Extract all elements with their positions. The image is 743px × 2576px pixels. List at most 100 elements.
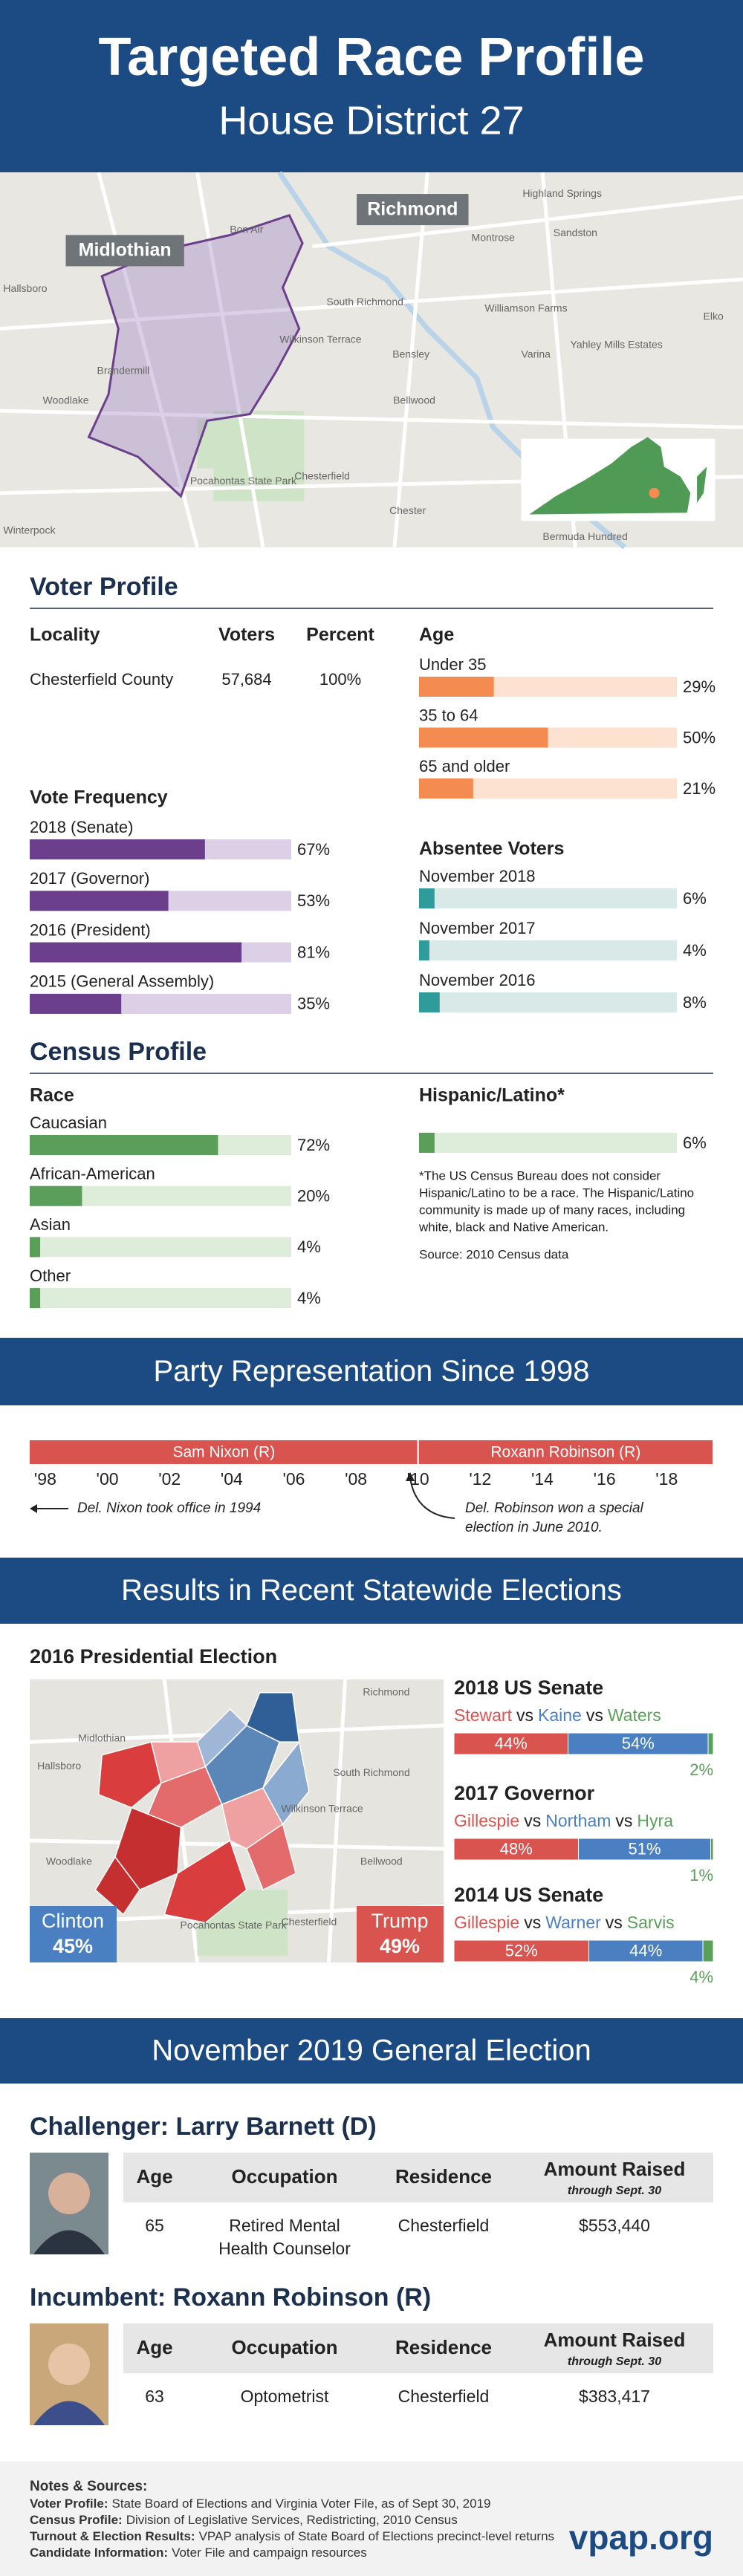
candidate-line: Gillespie vs Northam vs Hyra [454, 1811, 673, 1830]
candidate-share: 45% [53, 1935, 93, 1957]
map-label: Wilkinson Terrace [282, 1803, 363, 1815]
x-tick-label: '08 [345, 1469, 367, 1489]
bar [30, 839, 205, 859]
bar-value-label: 4% [690, 1968, 713, 1986]
column-header: Occupation [231, 2165, 337, 2188]
bar [419, 940, 429, 960]
band-background [0, 1338, 743, 1405]
race-title: 2018 US Senate [454, 1676, 603, 1699]
candidate-name: Stewart [454, 1705, 513, 1725]
bar-value-label: 44% [495, 1734, 528, 1752]
x-tick-label: '98 [34, 1469, 56, 1489]
source-note: Source: 2010 Census data [419, 1247, 569, 1261]
x-tick-label: '00 [97, 1469, 119, 1489]
table-cell: 100% [319, 670, 361, 689]
map-label: Midlothian [78, 1731, 126, 1743]
table-cell: 63 [145, 2387, 164, 2406]
x-tick-label: '14 [531, 1469, 554, 1489]
group-title: Race [30, 1085, 74, 1106]
annotation: Del. Nixon took office in 1994 [77, 1500, 261, 1516]
band-background [0, 2018, 743, 2084]
versus: vs [615, 1811, 632, 1830]
race-title: 2017 Governor [454, 1782, 595, 1804]
band-background [0, 1558, 743, 1624]
bar-value-label: 51% [628, 1839, 661, 1858]
table-cell: Health Counselor [218, 2239, 351, 2258]
map-badge [65, 235, 184, 267]
precinct [245, 1823, 297, 1891]
candidate-name: Hyra [637, 1811, 673, 1830]
map-label: South Richmond [326, 296, 403, 308]
precinct [150, 1741, 207, 1784]
notes-background [0, 2462, 743, 2576]
bar-value-label: 54% [622, 1734, 655, 1752]
bar-label: 2018 (Senate) [30, 818, 133, 836]
bar-track [419, 992, 677, 1012]
candidate-name: Kaine [538, 1705, 582, 1725]
bar-label: November 2017 [419, 919, 536, 937]
value-label: 21% [683, 779, 716, 798]
bar [30, 942, 242, 963]
table-header-bg [123, 2323, 713, 2373]
subsection-title: 2016 Presidential Election [30, 1645, 277, 1668]
bar [30, 1288, 41, 1309]
column-header: Percent [306, 625, 374, 645]
brand: vpap.org [569, 2518, 713, 2557]
bar-label: Caucasian [30, 1113, 107, 1132]
map-label: Pocahontas State Park [181, 1919, 288, 1931]
bar-label: 2015 (General Assembly) [30, 972, 214, 991]
map-label: Bensley [392, 348, 429, 360]
map-label: Hallsboro [3, 282, 47, 294]
bar [30, 1185, 82, 1206]
candidate-name: Trump [371, 1910, 428, 1932]
footnote: white, black and Native American. [418, 1220, 609, 1234]
value-label: 81% [297, 943, 330, 961]
candidate-line: Gillespie vs Warner vs Sarvis [454, 1913, 675, 1932]
candidate-heading: Incumbent: Roxann Robinson (R) [30, 2283, 431, 2312]
note-line: Candidate Information: Voter File and cam… [30, 2546, 367, 2560]
map-label: Wilkinson Terrace [279, 334, 361, 345]
column-header: Residence [395, 2336, 492, 2358]
table-cell: Chesterfield County [30, 670, 173, 689]
note-line: Turnout & Election Results: VPAP analysis… [30, 2529, 554, 2543]
bar-track [419, 1133, 677, 1153]
note-line: Voter Profile: State Board of Elections a… [30, 2497, 491, 2511]
value-label: 20% [297, 1187, 330, 1206]
candidate-name: Clinton [42, 1910, 104, 1932]
bar-label: 65 and older [419, 757, 510, 775]
bar-label: 35 to 64 [419, 706, 478, 724]
bar-label: November 2016 [419, 971, 536, 989]
map-label: Highland Springs [522, 187, 602, 199]
map-label: Montrose [472, 231, 516, 243]
value-label: 8% [683, 993, 707, 1012]
versus: vs [524, 1913, 541, 1932]
result-bar [453, 1732, 569, 1755]
photo-body [33, 2230, 105, 2254]
term-bar [417, 1439, 713, 1466]
note-label: Turnout & Election Results: [30, 2529, 195, 2543]
candidate-share: 49% [380, 1935, 420, 1957]
bar-label: African-American [30, 1165, 155, 1183]
group-title: Hispanic/Latino* [419, 1085, 565, 1106]
column-header: Amount Raised [544, 2329, 686, 2351]
bar-label: 2016 (President) [30, 920, 151, 939]
road [0, 277, 743, 331]
bar [419, 677, 494, 697]
column-note: through Sept. 30 [568, 2185, 661, 2197]
note-text: Voter File and campaign resources [172, 2546, 367, 2560]
note-label: Candidate Information: [30, 2546, 168, 2560]
value-label: 29% [683, 677, 716, 696]
road [312, 195, 743, 249]
bar [419, 778, 473, 799]
x-tick-label: '06 [282, 1469, 305, 1489]
column-header: Age [136, 2336, 172, 2358]
band-title: Party Representation Since 1998 [153, 1355, 589, 1388]
map-label: South Richmond [333, 1766, 410, 1778]
note-text: Division of Legislative Services, Redist… [126, 2513, 458, 2527]
precinct [245, 1692, 300, 1743]
map-label: Winterpock [3, 524, 56, 536]
road [195, 172, 265, 548]
result-bar [710, 1838, 714, 1861]
value-label: 6% [683, 889, 707, 908]
